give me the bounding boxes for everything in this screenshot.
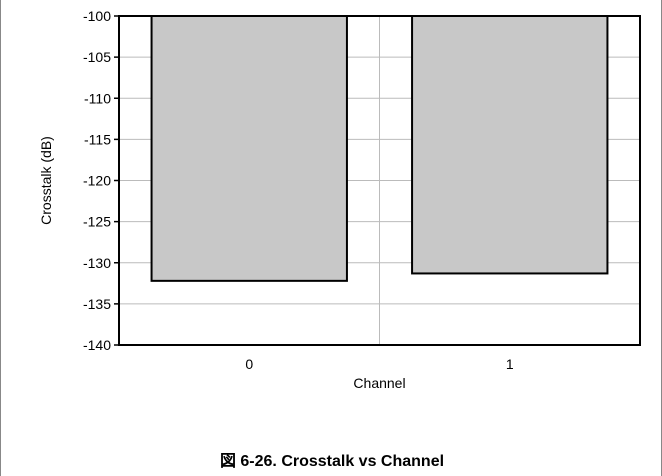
bar-channel-0 xyxy=(150,15,348,282)
y-tick-label: -125 xyxy=(83,214,111,230)
x-tick-label: 0 xyxy=(245,356,253,372)
y-tick-label: -100 xyxy=(83,8,111,24)
figure-caption: 図 6-26. Crosstalk vs Channel xyxy=(219,453,445,470)
x-axis-title: Channel xyxy=(353,375,405,391)
x-tick-label: 1 xyxy=(506,356,514,372)
y-tick-label: -130 xyxy=(83,255,111,271)
y-tick-label: -135 xyxy=(83,296,111,312)
y-tick-label: -110 xyxy=(84,90,111,106)
y-tick-label: -105 xyxy=(83,49,111,65)
y-tick-labels: -100 -105 -110 -115 -120 -125 -130 -135 -140 xyxy=(83,8,119,353)
y-tick-label: -140 xyxy=(83,337,111,353)
y-tick-label: -115 xyxy=(84,131,111,147)
y-axis-title: Crosstalk (dB) xyxy=(38,136,54,225)
y-tick-label: -120 xyxy=(83,173,111,189)
bar-channel-1 xyxy=(411,15,609,275)
